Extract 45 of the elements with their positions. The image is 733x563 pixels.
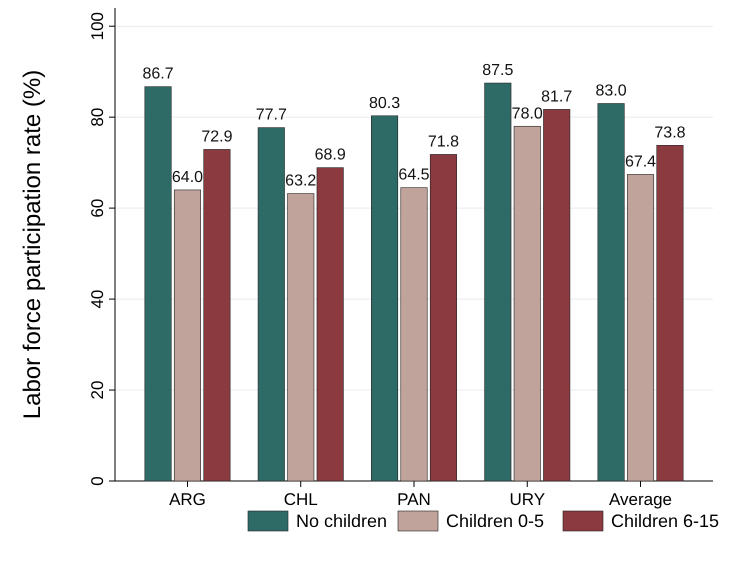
y-tick-label: 0 <box>88 476 107 486</box>
legend-label: Children 0-5 <box>446 511 544 531</box>
y-axis-title: Labor force participation rate (%) <box>19 70 46 420</box>
bar <box>400 187 428 482</box>
bar <box>656 145 684 482</box>
x-tick-label: CHL <box>284 490 318 509</box>
data-label: 87.5 <box>482 62 514 80</box>
x-tick-label: PAN <box>397 490 431 509</box>
bar <box>484 82 512 482</box>
x-tick-label: Average <box>609 490 672 509</box>
legend-label: Children 6-15 <box>611 511 720 531</box>
y-tick-label: 100 <box>88 12 107 40</box>
bar <box>258 127 285 482</box>
bar <box>144 86 172 482</box>
x-tick-label: ARG <box>169 490 206 509</box>
y-tick-label: 40 <box>88 290 107 309</box>
data-label: 81.7 <box>541 88 572 106</box>
data-label: 68.9 <box>314 146 346 164</box>
data-label: 77.7 <box>256 106 287 124</box>
data-label: 73.8 <box>654 124 686 142</box>
bar <box>287 193 314 482</box>
y-tick-label: 80 <box>88 108 107 127</box>
y-tick-label: 60 <box>88 198 107 218</box>
bar <box>371 115 398 482</box>
bar <box>514 126 541 482</box>
bar <box>430 154 457 482</box>
bar <box>203 149 230 482</box>
data-label: 64.0 <box>172 168 204 186</box>
data-label: 80.3 <box>368 94 400 112</box>
data-label: 63.2 <box>285 172 316 190</box>
y-tick-label: 20 <box>88 380 107 400</box>
data-label: 83.0 <box>596 82 627 100</box>
data-label: 78.0 <box>512 105 543 122</box>
data-label: 72.9 <box>201 128 233 146</box>
bar <box>543 109 570 482</box>
x-tick-label: URY <box>509 490 546 509</box>
bar <box>598 103 625 482</box>
data-label: 64.5 <box>398 166 430 184</box>
data-label: 86.7 <box>142 66 174 83</box>
legend-label: No children <box>296 511 388 531</box>
bar <box>626 174 654 482</box>
data-label: 67.4 <box>624 153 656 170</box>
bar <box>316 167 344 482</box>
bar <box>174 190 202 482</box>
data-label: 71.8 <box>428 133 460 150</box>
